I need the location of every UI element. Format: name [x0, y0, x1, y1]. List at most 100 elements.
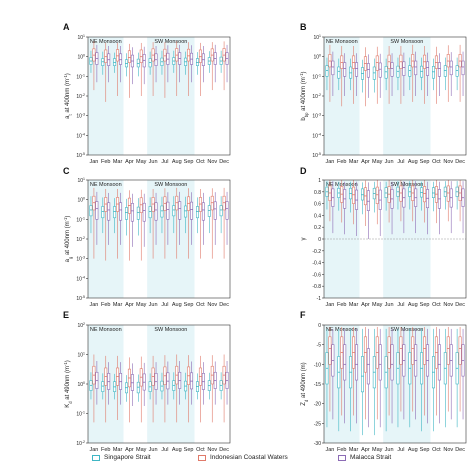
- legend-swatch-indonesian: [198, 454, 206, 461]
- y-tick-label: 0.2: [314, 225, 321, 231]
- legend-label-malacca: Malacca Strait: [350, 454, 392, 461]
- box-iqr: [437, 344, 441, 381]
- y-tick-label: -5: [317, 343, 322, 349]
- box-iqr: [195, 206, 199, 219]
- box-iqr: [148, 206, 152, 219]
- x-tick-label: Oct: [432, 159, 441, 165]
- x-tick-label: Sep: [184, 302, 194, 308]
- y-tick-label: -10: [314, 362, 321, 368]
- box-iqr: [160, 205, 164, 218]
- x-tick-label: May: [372, 159, 383, 165]
- box-iqr: [352, 186, 356, 204]
- panel-C: NE Monsoon SW Monsoon 10-5 10-4 10-3 10-2 10-1…: [63, 166, 231, 308]
- panel-label: D: [300, 166, 307, 176]
- box-iqr: [198, 197, 202, 212]
- x-tick-label: Oct: [196, 159, 205, 165]
- box-iqr: [107, 202, 111, 221]
- legend-swatch-malacca: [338, 454, 346, 461]
- box-iqr: [213, 201, 217, 220]
- y-tick-label: 101: [77, 177, 85, 184]
- x-tick-label: Mar: [349, 447, 359, 453]
- x-tick-label: Sep: [420, 302, 430, 308]
- x-tick-label: Jan: [89, 447, 98, 453]
- x-tick-label: May: [372, 447, 383, 453]
- x-tick-label: Nov: [443, 159, 453, 165]
- x-tick-label: Aug: [408, 302, 418, 308]
- x-tick-label: Dec: [219, 302, 229, 308]
- x-tick-label: Dec: [455, 159, 465, 165]
- y-tick-label: 10-5: [312, 152, 321, 159]
- x-tick-label: Dec: [219, 159, 229, 165]
- x-tick-label: Sep: [184, 159, 194, 165]
- box-iqr: [163, 48, 167, 62]
- x-tick-label: Apr: [361, 302, 370, 308]
- x-tick-label: Feb: [101, 159, 110, 165]
- y-tick-label: -0.2: [312, 249, 321, 255]
- y-tick-label: -25: [314, 421, 321, 427]
- sw-monsoon-label: SW Monsoon: [390, 182, 423, 188]
- legend-item-malacca: Malacca Strait: [338, 454, 391, 461]
- box-iqr: [219, 205, 223, 217]
- panel-label: C: [63, 166, 70, 176]
- box-iqr: [423, 336, 427, 365]
- x-tick-label: Apr: [125, 159, 134, 165]
- box-iqr: [190, 201, 194, 220]
- x-tick-label: Aug: [408, 447, 418, 453]
- x-tick-label: Jan: [89, 302, 98, 308]
- panel-E: NE Monsoon SW Monsoon 10-2 10-1 100 101 102 Jan…: [63, 310, 231, 453]
- box-iqr: [136, 206, 140, 220]
- box-iqr: [119, 53, 123, 65]
- box-iqr: [363, 336, 367, 373]
- panel-label: B: [300, 22, 307, 32]
- x-tick-label: Nov: [207, 302, 217, 308]
- panel-label: F: [300, 310, 306, 320]
- x-tick-label: Jul: [161, 302, 168, 308]
- legend: Singapore Strait Indonesian Coastal Wate…: [0, 454, 474, 470]
- x-tick-label: Jun: [385, 447, 394, 453]
- plot-frame: [323, 36, 467, 156]
- y-tick-label: 10-1: [76, 411, 85, 418]
- x-tick-label: Jul: [397, 159, 404, 165]
- x-tick-label: Jul: [161, 447, 168, 453]
- x-tick-label: May: [136, 302, 147, 308]
- box-iqr: [337, 66, 341, 79]
- box-iqr: [461, 60, 465, 76]
- y-tick-label: 101: [313, 34, 321, 41]
- box-iqr: [225, 201, 229, 220]
- box-iqr: [139, 49, 143, 63]
- box-iqr: [104, 197, 108, 212]
- sw-monsoon-label: SW Monsoon: [390, 327, 423, 333]
- box-iqr: [378, 62, 382, 78]
- ne-monsoon-label: NE Monsoon: [90, 39, 122, 45]
- x-tick-label: Feb: [337, 159, 346, 165]
- box-iqr: [195, 58, 199, 66]
- plot-frame: [87, 324, 231, 444]
- sw-monsoon-band: [147, 180, 195, 298]
- y-tick-label: 10-2: [76, 93, 85, 100]
- panel-A: NE Monsoon SW Monsoon 10-5 10-4 10-3 10-2 10-1…: [63, 22, 231, 165]
- box-iqr: [399, 336, 403, 365]
- box-iqr: [184, 205, 188, 218]
- box-iqr: [455, 65, 459, 77]
- panel-F: NE Monsoon SW Monsoon-30-25-20-15-10-50Ja…: [300, 310, 467, 453]
- y-axis-label: ag at 400nm (m-1): [63, 216, 73, 263]
- x-tick-label: Mar: [113, 159, 123, 165]
- y-axis-label: Zd at 490nm (m): [301, 362, 309, 405]
- y-tick-label: 10-5: [76, 295, 85, 302]
- x-tick-label: Dec: [455, 447, 465, 453]
- x-tick-label: Jul: [161, 159, 168, 165]
- box-iqr: [423, 186, 427, 203]
- box-iqr: [198, 49, 202, 63]
- plot-frame: [323, 179, 467, 299]
- sw-monsoon-label: SW Monsoon: [154, 182, 187, 188]
- box-iqr: [113, 58, 117, 66]
- box-iqr: [355, 62, 359, 77]
- x-tick-label: Aug: [172, 159, 182, 165]
- y-tick-label: 10-2: [312, 93, 321, 100]
- box-iqr: [375, 186, 379, 204]
- y-tick-label: -0.6: [312, 272, 321, 278]
- y-tick-label: 101: [77, 34, 85, 41]
- y-tick-label: 100: [77, 381, 85, 388]
- legend-label-indonesian: Indonesian Coastal Waters: [210, 454, 288, 461]
- y-tick-label: 10-3: [312, 113, 321, 120]
